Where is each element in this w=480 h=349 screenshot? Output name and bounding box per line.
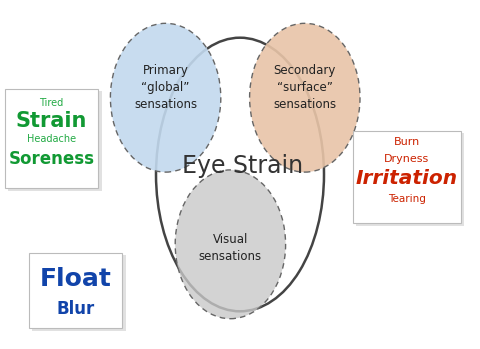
Text: Visual
sensations: Visual sensations [199, 233, 262, 263]
Ellipse shape [110, 23, 221, 172]
Text: Irritation: Irritation [356, 169, 458, 187]
FancyBboxPatch shape [353, 131, 461, 223]
Text: Eye Strain: Eye Strain [182, 154, 303, 178]
Text: Tired: Tired [39, 98, 64, 109]
Ellipse shape [175, 170, 286, 319]
Text: Secondary
“surface”
sensations: Secondary “surface” sensations [273, 64, 336, 111]
Text: Soreness: Soreness [9, 150, 95, 168]
Text: Dryness: Dryness [384, 154, 430, 164]
Text: Blur: Blur [57, 299, 95, 318]
FancyBboxPatch shape [29, 253, 122, 328]
Text: Burn: Burn [394, 138, 420, 147]
Text: Float: Float [40, 267, 111, 290]
Text: Strain: Strain [16, 111, 87, 131]
FancyBboxPatch shape [8, 91, 102, 191]
Text: Primary
“global”
sensations: Primary “global” sensations [134, 64, 197, 111]
FancyBboxPatch shape [32, 255, 126, 331]
FancyBboxPatch shape [356, 133, 464, 226]
Ellipse shape [250, 23, 360, 172]
Text: Headache: Headache [27, 134, 76, 144]
FancyBboxPatch shape [5, 89, 98, 188]
Text: Tearing: Tearing [388, 194, 426, 204]
